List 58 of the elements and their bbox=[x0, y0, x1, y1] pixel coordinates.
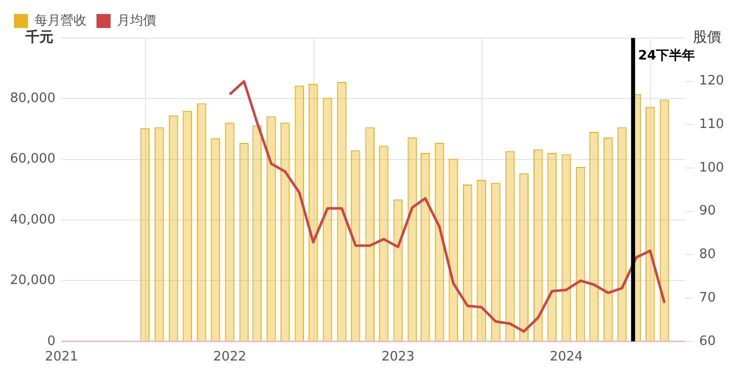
bar bbox=[196, 103, 206, 341]
y-axis-title: 千元 bbox=[24, 28, 54, 46]
bar bbox=[505, 151, 515, 341]
legend-label: 月均價 bbox=[117, 13, 156, 28]
y2-tick-label: 80 bbox=[699, 247, 716, 262]
bar bbox=[420, 152, 430, 341]
bar bbox=[154, 127, 164, 341]
y2-tick-label: 90 bbox=[699, 204, 716, 219]
bar bbox=[322, 98, 332, 341]
bar bbox=[294, 86, 304, 341]
y-tick-label: 40,000 bbox=[10, 212, 56, 228]
x-tick-label: 2023 bbox=[381, 350, 415, 365]
bar bbox=[210, 138, 220, 341]
bar bbox=[491, 182, 500, 341]
x-tick-label: 2024 bbox=[550, 350, 583, 365]
bar bbox=[519, 173, 528, 341]
legend-label: 每月營收 bbox=[34, 13, 86, 28]
y-tick-label: 0 bbox=[47, 334, 56, 349]
bar bbox=[379, 146, 388, 341]
bar bbox=[266, 116, 276, 341]
bar bbox=[589, 132, 599, 341]
bar bbox=[168, 115, 178, 341]
y2-tick-label: 60 bbox=[699, 334, 716, 349]
bar bbox=[604, 138, 613, 341]
y2-tick-label: 120 bbox=[699, 74, 724, 89]
bar bbox=[225, 122, 234, 341]
bar bbox=[476, 180, 486, 341]
bar bbox=[576, 166, 586, 341]
bar bbox=[448, 158, 458, 341]
bar bbox=[280, 122, 290, 341]
x-tick-label: 2021 bbox=[44, 350, 78, 365]
y-tick-label: 80,000 bbox=[10, 91, 56, 106]
bar bbox=[393, 199, 403, 341]
bar bbox=[350, 150, 360, 341]
x-tick-label: 2022 bbox=[213, 350, 246, 365]
bar bbox=[533, 149, 543, 341]
bar bbox=[660, 100, 670, 341]
bar bbox=[365, 127, 375, 341]
y-tick-label: 60,000 bbox=[10, 152, 56, 167]
bar bbox=[434, 142, 444, 341]
bar bbox=[140, 128, 150, 341]
bar bbox=[252, 125, 262, 341]
bar bbox=[408, 138, 417, 341]
ref-line-label: 24下半年 bbox=[638, 48, 696, 64]
y-tick-label: 20,000 bbox=[10, 273, 56, 288]
y2-tick-label: 70 bbox=[699, 290, 716, 306]
bar bbox=[462, 184, 472, 341]
y2-axis-title: 股價 bbox=[693, 30, 722, 46]
bar bbox=[547, 152, 557, 341]
bar bbox=[182, 110, 192, 341]
bar bbox=[337, 82, 346, 341]
bar bbox=[562, 154, 571, 341]
y2-tick-label: 110 bbox=[699, 117, 724, 132]
y2-tick-label: 100 bbox=[699, 160, 724, 176]
bar bbox=[646, 106, 655, 341]
bar bbox=[239, 142, 249, 341]
bar bbox=[617, 127, 627, 341]
bar bbox=[308, 84, 318, 341]
